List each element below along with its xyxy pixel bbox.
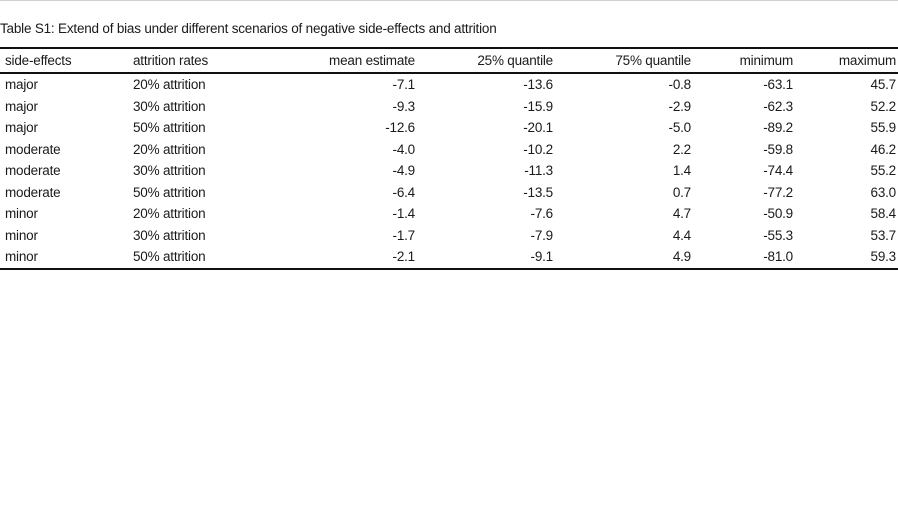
table-row: moderate 20% attrition -4.0 -10.2 2.2 -59.8 46… [0, 139, 898, 161]
cell-mean-estimate: -4.0 [392, 141, 416, 157]
cell-q75: -0.8 [668, 77, 692, 93]
cell-q25: -10.2 [523, 141, 553, 157]
cell-q75: -5.0 [668, 120, 692, 136]
table-caption: Table S1: Extend of bias under different… [0, 21, 497, 36]
header-25-quantile: 25% quantile [477, 53, 553, 68]
cell-side-effects: moderate [5, 163, 61, 179]
cell-mean-estimate: -7.1 [392, 77, 416, 93]
cell-maximum: 46.2 [870, 141, 897, 157]
cell-attrition-rate: 30% attrition [133, 98, 206, 114]
cell-mean-estimate: -2.1 [392, 249, 416, 265]
cell-minimum: -62.3 [763, 98, 793, 114]
table-row: major 20% attrition -7.1 -13.6 -0.8 -63.1 45.7 [0, 73, 898, 96]
cell-attrition-rate: 50% attrition [133, 249, 206, 265]
cell-attrition-rate: 20% attrition [133, 206, 206, 222]
cell-maximum: 53.7 [870, 227, 897, 243]
table-row: major 30% attrition -9.3 -15.9 -2.9 -62.3 52.2 [0, 96, 898, 118]
cell-attrition-rate: 50% attrition [133, 184, 206, 200]
cell-minimum: -89.2 [763, 120, 793, 136]
cell-side-effects: minor [5, 249, 38, 265]
header-mean-estimate: mean estimate [329, 53, 415, 68]
cell-minimum: -50.9 [763, 206, 793, 222]
cell-q25: -13.6 [523, 77, 553, 93]
top-divider [0, 0, 898, 1]
cell-attrition-rate: 20% attrition [133, 77, 206, 93]
cell-minimum: -74.4 [763, 163, 793, 179]
cell-maximum: 59.3 [870, 249, 897, 265]
cell-side-effects: moderate [5, 141, 61, 157]
cell-q75: 1.4 [672, 163, 691, 179]
cell-maximum: 45.7 [870, 77, 897, 93]
cell-maximum: 63.0 [870, 184, 897, 200]
table-row: minor 50% attrition -2.1 -9.1 4.9 -81.0 59.3 [0, 246, 898, 269]
table-row: major 50% attrition -12.6 -20.1 -5.0 -89.2 55.… [0, 117, 898, 139]
cell-q25: -20.1 [523, 120, 553, 136]
cell-minimum: -63.1 [763, 77, 793, 93]
cell-mean-estimate: -9.3 [392, 98, 416, 114]
cell-q25: -13.5 [523, 184, 553, 200]
cell-mean-estimate: -1.4 [392, 206, 416, 222]
cell-q25: -7.6 [530, 206, 554, 222]
cell-maximum: 55.9 [870, 120, 897, 136]
cell-mean-estimate: -12.6 [385, 120, 415, 136]
cell-side-effects: major [5, 98, 38, 114]
table-body: major 20% attrition -7.1 -13.6 -0.8 -63.1 45.7… [0, 73, 898, 269]
cell-side-effects: minor [5, 206, 38, 222]
table-row: moderate 30% attrition -4.9 -11.3 1.4 -74.4 55… [0, 160, 898, 182]
cell-attrition-rate: 30% attrition [133, 163, 206, 179]
cell-maximum: 55.2 [870, 163, 897, 179]
cell-q25: -7.9 [530, 227, 554, 243]
cell-q75: 4.7 [672, 206, 691, 222]
cell-minimum: -77.2 [763, 184, 793, 200]
header-side-effects: side-effects [5, 53, 72, 68]
cell-side-effects: major [5, 77, 38, 93]
cell-q75: 0.7 [672, 184, 691, 200]
cell-q25: -15.9 [523, 98, 553, 114]
cell-attrition-rate: 30% attrition [133, 227, 206, 243]
cell-q75: 4.4 [672, 227, 691, 243]
cell-q75: -2.9 [668, 98, 692, 114]
cell-attrition-rate: 20% attrition [133, 141, 206, 157]
header-minimum: minimum [739, 53, 794, 68]
cell-maximum: 52.2 [870, 98, 897, 114]
cell-q25: -9.1 [530, 249, 554, 265]
table-row: minor 20% attrition -1.4 -7.6 4.7 -50.9 58.4 [0, 203, 898, 225]
cell-mean-estimate: -4.9 [392, 163, 416, 179]
cell-attrition-rate: 50% attrition [133, 120, 206, 136]
cell-side-effects: minor [5, 227, 38, 243]
cell-mean-estimate: -6.4 [392, 184, 416, 200]
cell-minimum: -55.3 [763, 227, 793, 243]
header-attrition-rates: attrition rates [133, 53, 209, 68]
cell-side-effects: moderate [5, 184, 61, 200]
bias-table: side-effects attrition rates mean estima… [0, 47, 898, 270]
cell-minimum: -81.0 [763, 249, 793, 265]
table-header: side-effects attrition rates mean estima… [0, 48, 898, 73]
header-row: side-effects attrition rates mean estima… [0, 48, 898, 73]
cell-maximum: 58.4 [870, 206, 897, 222]
cell-q75: 4.9 [672, 249, 691, 265]
header-maximum: maximum [838, 53, 896, 68]
table-row: moderate 50% attrition -6.4 -13.5 0.7 -77.2 63… [0, 182, 898, 204]
header-75-quantile: 75% quantile [615, 53, 691, 68]
cell-mean-estimate: -1.7 [392, 227, 416, 243]
cell-q25: -11.3 [524, 163, 553, 179]
cell-q75: 2.2 [672, 141, 691, 157]
cell-side-effects: major [5, 120, 38, 136]
cell-minimum: -59.8 [763, 141, 793, 157]
table-row: minor 30% attrition -1.7 -7.9 4.4 -55.3 53.7 [0, 225, 898, 247]
